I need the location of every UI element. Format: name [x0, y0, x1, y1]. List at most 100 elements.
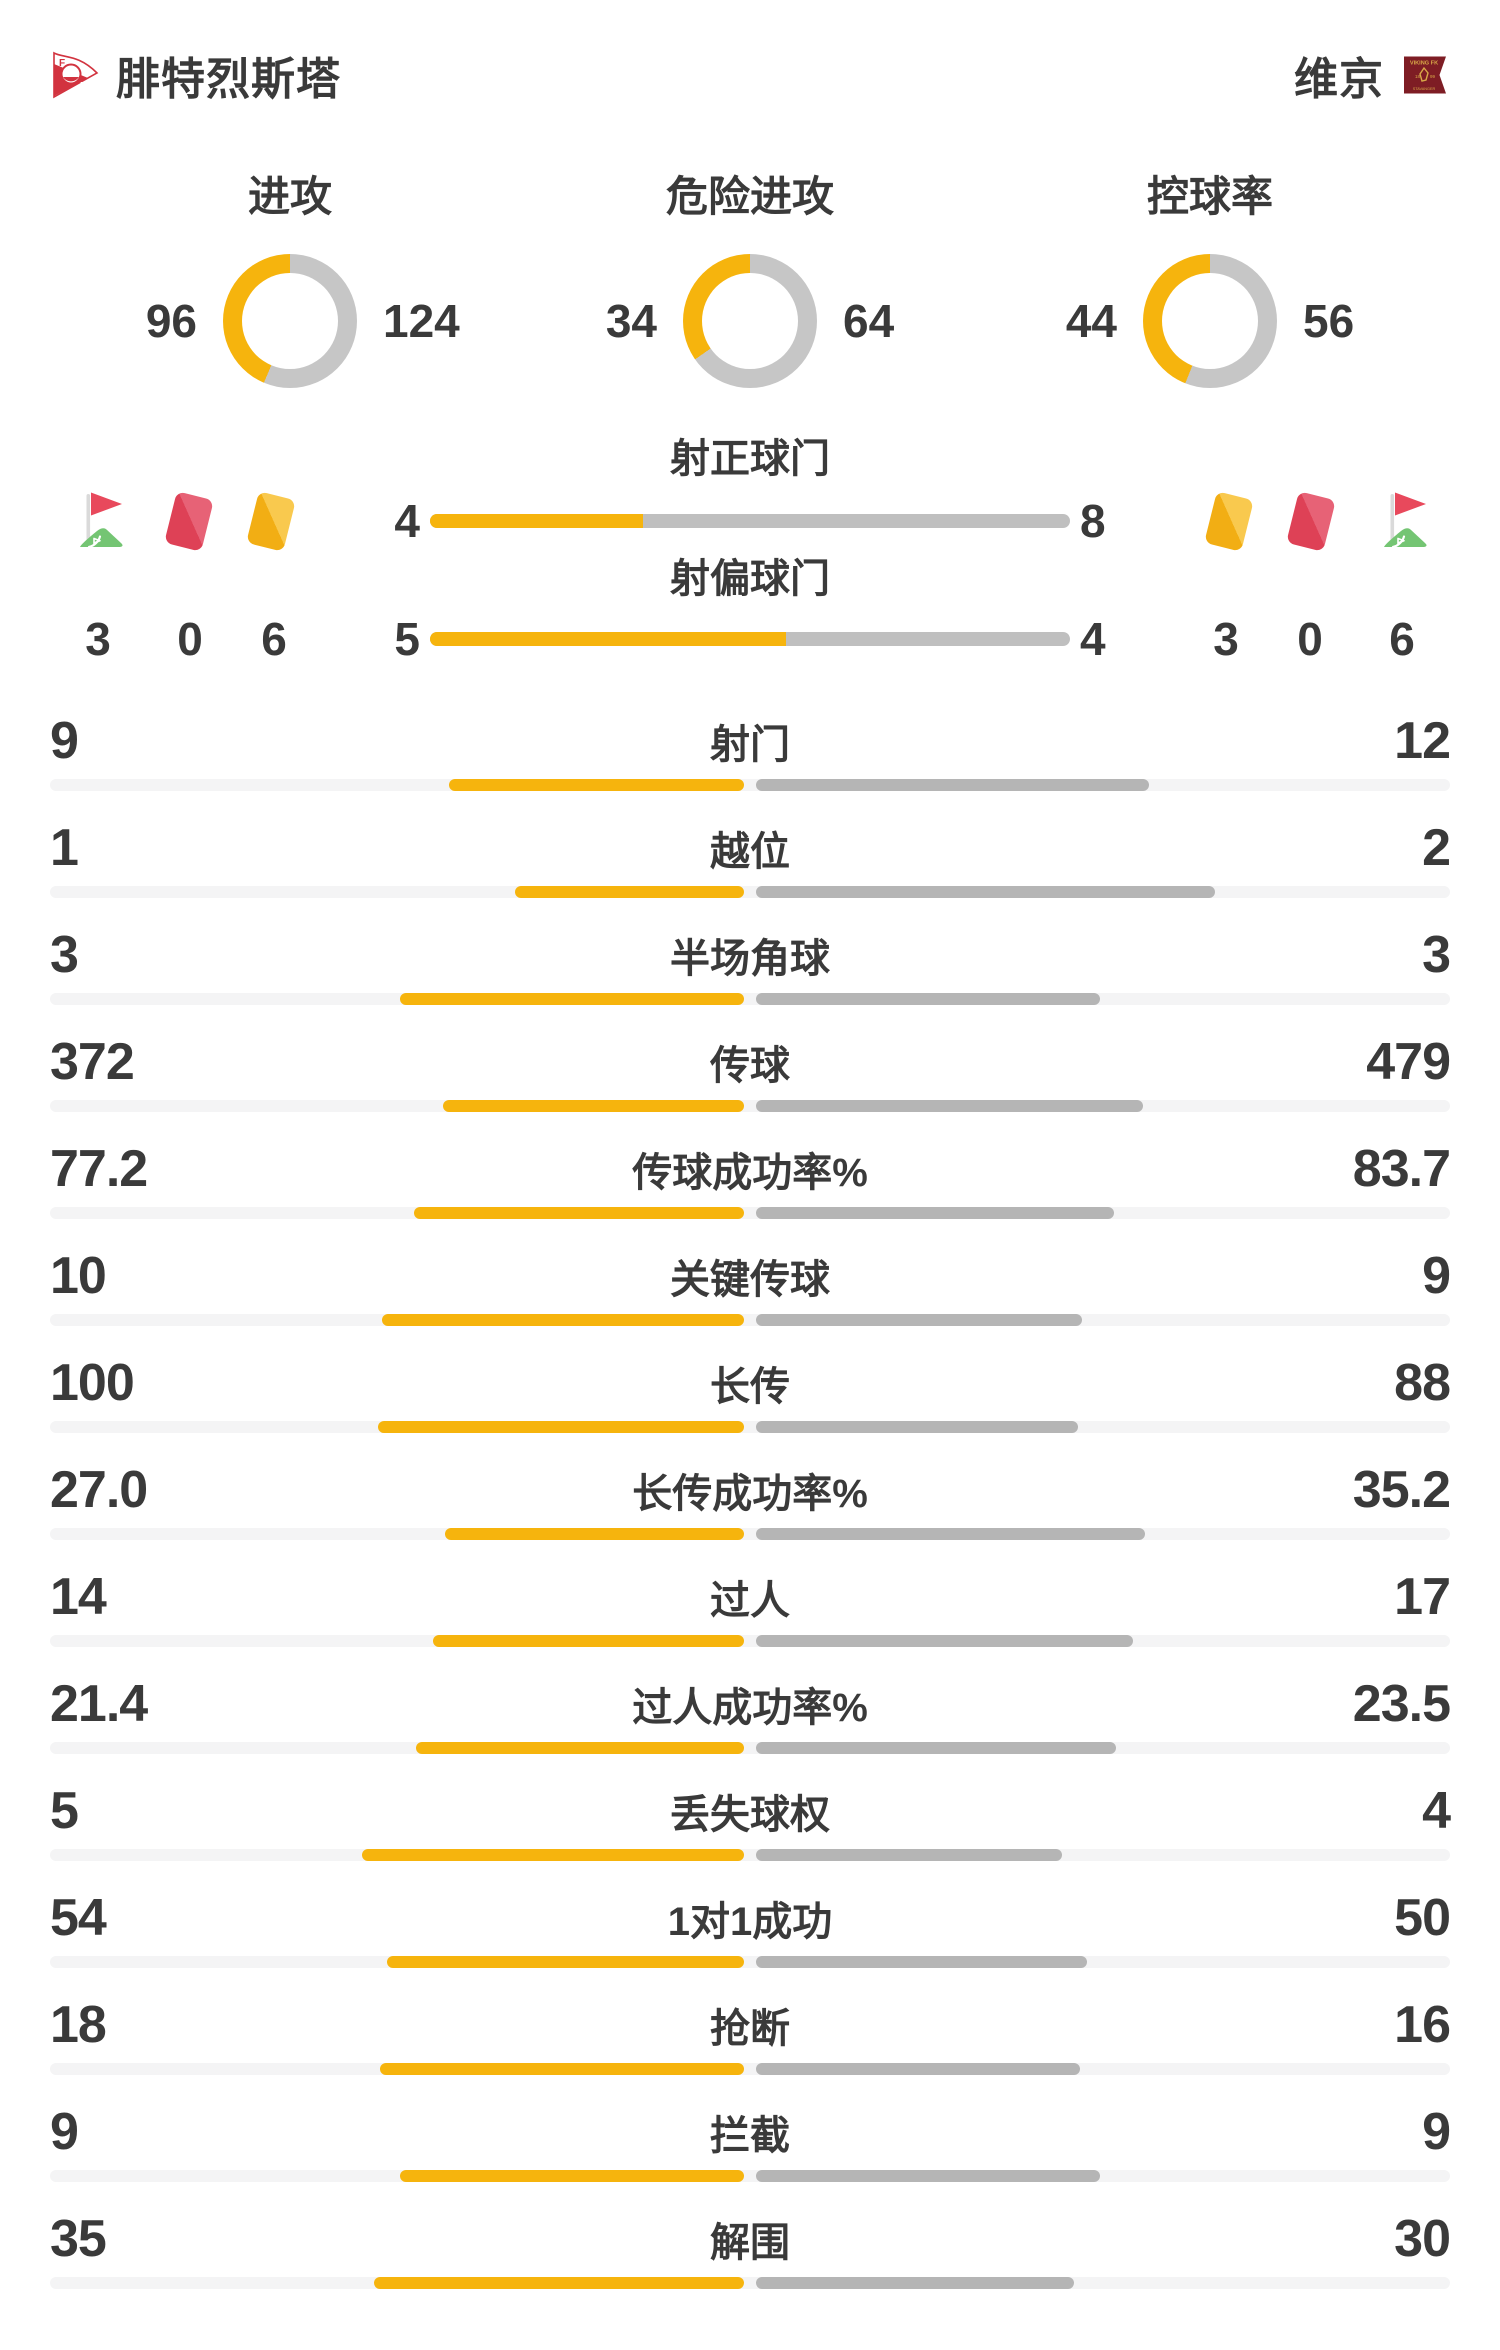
home-team: F F 腓特烈斯塔	[50, 43, 341, 107]
donut-home-value: 44	[1065, 295, 1117, 347]
stat-away-value: 35.2	[1352, 1461, 1451, 1519]
stat-bar-home	[381, 1314, 744, 1326]
donut-title: 进攻	[247, 173, 332, 220]
stat-bar-home	[386, 1956, 744, 1968]
stat-home-value: 35	[50, 2210, 107, 2268]
stat-bar-home	[445, 1528, 744, 1540]
stat-label: 半场角球	[670, 937, 830, 981]
stat-home-value: 100	[50, 1354, 135, 1412]
stat-away-value: 50	[1394, 1889, 1451, 1947]
away-team-name: 维京	[1294, 55, 1384, 104]
shots-off-target-row: 3 0 6 5 4 3 0 6	[0, 609, 1500, 669]
home-discipline-icons	[50, 489, 330, 553]
stat-label: 关键传球	[670, 1258, 830, 1302]
stat-bar-track	[50, 1956, 1450, 1968]
corner-flag-icon	[1384, 492, 1427, 549]
stat-bar-away	[756, 1849, 1062, 1861]
svg-text:VIKING FK: VIKING FK	[1410, 61, 1438, 67]
home-discipline-values: 3 0 6	[50, 612, 330, 666]
red-card-icon	[1286, 490, 1336, 552]
away-discipline-icons	[1170, 489, 1450, 553]
stat-line: 18 抢断 16	[50, 1995, 1451, 2055]
stat-away-value: 9	[1422, 2103, 1451, 2161]
stat-bar-home	[514, 886, 744, 898]
stat-away-value: 9	[1422, 1247, 1451, 1305]
stat-line: 54 1对1成功 50	[50, 1888, 1451, 1948]
stat-label: 传球	[710, 1044, 790, 1088]
stat-bar-home	[416, 1742, 744, 1754]
match-header: F F 腓特烈斯塔 维京 VIKING FK 18 99 STAVANGER	[0, 0, 1500, 104]
shots-on-target-row: 4 8	[0, 486, 1500, 556]
stat-bar-away	[756, 1314, 1082, 1326]
stat-line: 9 射门 12	[50, 711, 1451, 771]
stat-away-value: 83.7	[1352, 1140, 1451, 1198]
donut-column: 控球率 44 56	[980, 174, 1440, 388]
stat-bar-away	[756, 1742, 1117, 1754]
stat-bar-track	[50, 1207, 1450, 1219]
stat-home-value: 21.4	[50, 1675, 148, 1733]
stat-bar-home	[400, 2170, 744, 2182]
stat-bar-track	[50, 993, 1450, 1005]
shots-on-home-value: 4	[394, 495, 420, 547]
stat-bar-track	[50, 2277, 1450, 2289]
svg-text:F: F	[80, 81, 86, 92]
stat-row: 100 长传 88	[50, 1353, 1451, 1433]
stat-bar-away	[756, 886, 1215, 898]
stat-bar-track	[50, 1635, 1450, 1647]
donut-chart	[223, 254, 357, 388]
stat-row: 21.4 过人成功率% 23.5	[50, 1674, 1451, 1754]
stat-row: 18 抢断 16	[50, 1995, 1451, 2075]
shots-on-away-value: 8	[1080, 495, 1106, 547]
home-team-logo-slot: F F	[50, 50, 100, 100]
donut-title: 控球率	[1146, 173, 1273, 220]
stat-bar-home	[373, 2277, 744, 2289]
shots-on-target-title: 射正球门	[670, 437, 830, 481]
stat-row: 10 关键传球 9	[50, 1246, 1451, 1326]
stats-list: 9 射门 12 1 越位 2 3 半场角球 3	[0, 711, 1500, 2289]
stat-away-value: 479	[1366, 1033, 1451, 1091]
stat-row: 54 1对1成功 50	[50, 1888, 1451, 1968]
donut-charts-section: 进攻 96 124 危险进攻 34 64 控球率 44 56	[0, 174, 1500, 388]
stat-line: 14 过人 17	[50, 1567, 1451, 1627]
stat-bar-track	[50, 2170, 1450, 2182]
stat-bar-track	[50, 1528, 1450, 1540]
stat-line: 77.2 传球成功率% 83.7	[50, 1139, 1451, 1199]
stat-label: 越位	[710, 830, 790, 874]
donut-row: 34 64	[553, 254, 947, 388]
stat-away-value: 17	[1394, 1568, 1451, 1626]
stat-bar-home	[443, 1100, 744, 1112]
stat-bar-home	[379, 2063, 744, 2075]
stat-home-value: 5	[50, 1782, 79, 1840]
stat-row: 5 丢失球权 4	[50, 1781, 1451, 1861]
donut-row: 96 124	[93, 254, 487, 388]
stat-bar-away	[756, 993, 1100, 1005]
shots-on-bar-home-fill	[430, 514, 644, 528]
red-card-icon	[164, 490, 214, 552]
stat-bar-home	[433, 1635, 744, 1647]
stat-label: 传球成功率%	[632, 1151, 868, 1195]
svg-text:F: F	[59, 58, 65, 69]
donut-away-value: 64	[843, 295, 895, 347]
stat-bar-away	[756, 2170, 1100, 2182]
shots-off-home-value: 5	[394, 613, 420, 665]
stat-label: 过人成功率%	[632, 1686, 868, 1730]
stat-bar-track	[50, 1100, 1450, 1112]
stat-home-value: 18	[50, 1996, 107, 2054]
stat-row: 3 半场角球 3	[50, 925, 1451, 1005]
stat-home-value: 27.0	[50, 1461, 148, 1519]
away-yellow-card-count: 3	[1213, 613, 1239, 665]
stat-row: 1 越位 2	[50, 818, 1451, 898]
shots-on-bar	[430, 514, 1070, 528]
stat-away-value: 12	[1394, 712, 1451, 770]
stat-row: 77.2 传球成功率% 83.7	[50, 1139, 1451, 1219]
stat-bar-away	[756, 1528, 1146, 1540]
stat-row: 372 传球 479	[50, 1032, 1451, 1112]
stat-home-value: 372	[50, 1033, 135, 1091]
stat-away-value: 88	[1394, 1354, 1451, 1412]
shots-off-bar	[430, 632, 1070, 646]
home-yellow-card-count: 6	[261, 613, 287, 665]
stat-away-value: 4	[1422, 1782, 1451, 1840]
stat-bar-track	[50, 1849, 1450, 1861]
stat-line: 3 半场角球 3	[50, 925, 1451, 985]
